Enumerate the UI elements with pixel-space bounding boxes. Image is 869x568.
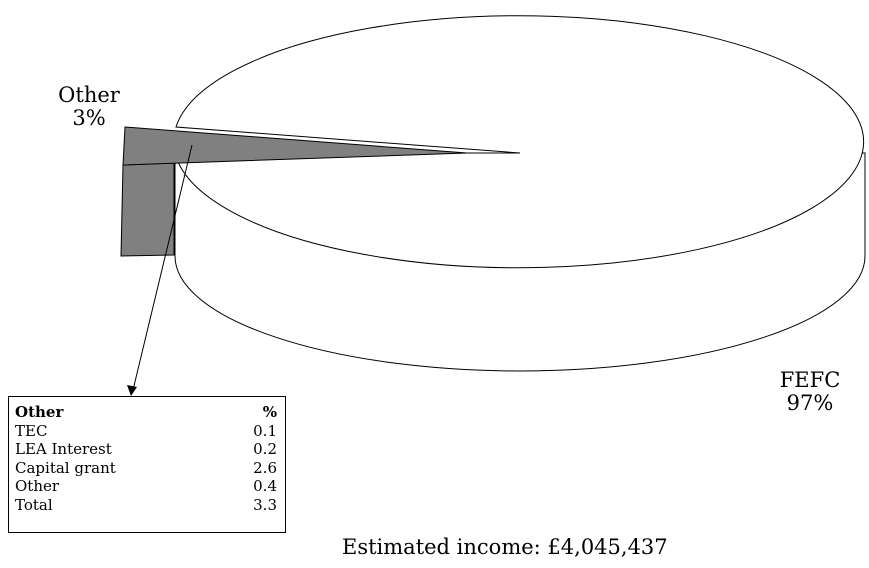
table-cell-label: TEC [15, 421, 48, 440]
table-row: TEC 0.1 [15, 422, 277, 441]
pie-slice-fefc [174, 15, 865, 269]
slice-label-fefc-name: FEFC [779, 368, 841, 392]
slice-label-other-name: Other [58, 83, 120, 107]
table-cell-label: Capital grant [15, 458, 116, 477]
table-cell-label: Other [15, 477, 60, 496]
slice-label-other: Other 3% [44, 84, 134, 130]
table-row: Other 0.4 [15, 477, 277, 496]
table-cell-value: 0.2 [253, 440, 277, 459]
table-header-percent: % [262, 403, 277, 422]
table-cell-label: Total [15, 495, 53, 514]
table-cell-value: 0.4 [253, 477, 277, 496]
table-row: Capital grant 2.6 [15, 459, 277, 478]
leader-arrowhead [127, 385, 137, 396]
estimated-income-caption: Estimated income: £4,045,437 [342, 535, 668, 559]
table-cell-value: 2.6 [253, 458, 277, 477]
table-cell-value: 3.3 [253, 495, 277, 514]
pie-slice-other-side [120, 162, 175, 257]
table-header-category: Other [15, 403, 64, 422]
leader-line [132, 144, 193, 391]
table-cell-label: LEA Interest [15, 440, 112, 459]
other-breakdown-table: Other % TEC 0.1 LEA Interest 0.2 Capital… [8, 396, 286, 533]
table-cell-value: 0.1 [253, 421, 277, 440]
slice-label-fefc: FEFC 97% [765, 369, 855, 415]
pie-slice-other [122, 126, 468, 166]
slice-label-other-pct: 3% [72, 106, 106, 130]
slice-label-fefc-pct: 97% [786, 391, 834, 415]
table-row: Total 3.3 [15, 496, 277, 515]
table-header-row: Other % [15, 403, 277, 422]
table-row: LEA Interest 0.2 [15, 440, 277, 459]
